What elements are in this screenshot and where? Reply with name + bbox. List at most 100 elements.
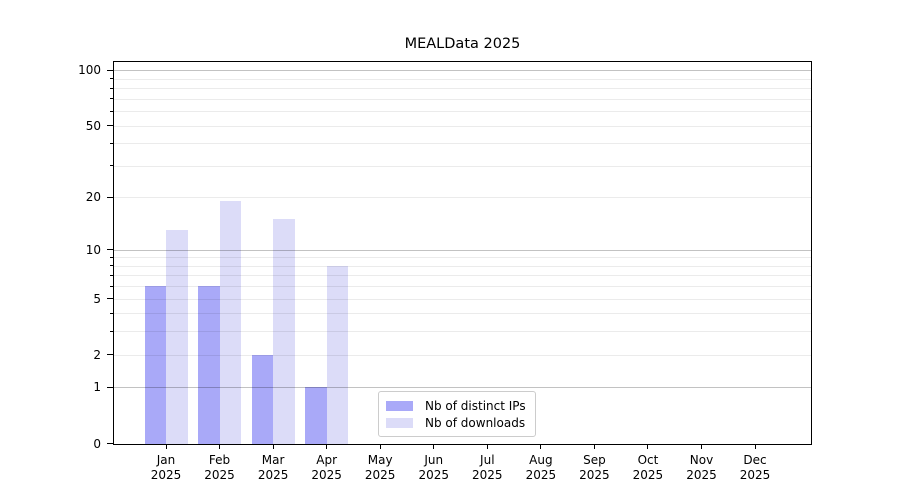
x-tick-month-nov: Nov [689,453,714,467]
chart-title: MEALData 2025 [404,36,521,52]
y-tick-label-1: 1 [93,380,101,395]
legend-entry-nb-of-distinct-ips: Nb of distinct IPs [386,397,526,414]
y-minor-tick-80 [109,87,113,89]
x-tick-dec [754,445,756,449]
x-tick-month-oct: Oct [637,453,659,467]
x-tick-month-jul: Jul [480,453,495,467]
y-minor-tick-4 [109,312,113,314]
y-tick-label-100: 100 [78,63,101,78]
gridline-minor-7 [114,275,811,277]
bar-nb-of-distinct-ips-mar [251,354,274,444]
y-tick-label-0: 0 [93,436,101,451]
x-tick-label-sep: Sep 2025 [566,453,622,483]
gridline-minor-40 [114,143,811,145]
gridline-minor-30 [114,165,811,167]
y-minor-tick-90 [109,78,113,80]
gridline-minor-50 [114,125,811,127]
x-tick-month-feb: Feb [208,453,231,467]
plot-area [113,61,812,445]
y-minor-tick-7 [109,274,113,276]
gridline-minor-3 [114,331,811,333]
y-tick-1 [107,386,113,388]
legend: Nb of distinct IPs Nb of downloads [378,391,536,437]
x-tick-month-aug: Aug [529,453,553,467]
bar-nb-of-downloads-mar [273,219,295,444]
bar-nb-of-distinct-ips-feb [198,286,220,444]
x-tick-jul [486,445,488,449]
x-tick-label-jul: Jul 2025 [459,453,515,483]
y-minor-tick-70 [109,98,113,100]
x-tick-label-oct: Oct 2025 [620,453,676,483]
gridline-major-100 [114,70,811,72]
x-tick-label-feb: Feb 2025 [192,453,248,483]
x-tick-year-nov: 2025 [686,468,717,482]
y-minor-tick-9 [109,256,113,258]
x-tick-month-mar: Mar [261,453,285,467]
y-tick-2 [107,354,113,356]
y-tick-label-5: 5 [93,291,101,306]
legend-entry-nb-of-downloads: Nb of downloads [386,414,526,431]
y-minor-tick-30 [109,165,113,167]
x-tick-label-dec: Dec 2025 [727,453,783,483]
x-tick-apr [326,445,328,449]
y-minor-tick-3 [109,330,113,332]
gridline-major-1 [114,387,811,389]
x-tick-year-jul: 2025 [472,468,503,482]
y-minor-tick-60 [109,110,113,112]
x-tick-jan [165,445,167,449]
gridline-minor-6 [114,286,811,288]
x-tick-mar [272,445,274,449]
x-tick-year-oct: 2025 [632,468,664,482]
x-tick-year-sep: 2025 [579,468,610,482]
x-tick-label-nov: Nov 2025 [674,453,730,483]
x-tick-month-jun: Jun [424,453,444,467]
y-tick-5 [107,298,113,300]
y-tick-100 [107,69,113,71]
x-tick-jun [433,445,435,449]
x-tick-year-feb: 2025 [204,468,235,482]
x-tick-year-dec: 2025 [739,468,771,482]
x-tick-month-dec: Dec [743,453,767,467]
gridline-minor-90 [114,78,811,80]
y-tick-label-20: 20 [85,190,101,205]
y-tick-label-10: 10 [85,242,101,257]
x-tick-label-may: May 2025 [352,453,408,483]
y-tick-label-2: 2 [93,347,101,362]
gridline-major-10 [114,249,811,251]
y-minor-tick-6 [109,285,113,287]
x-tick-month-sep: Sep [583,453,606,467]
x-tick-month-apr: Apr [316,453,338,467]
bar-nb-of-downloads-feb [219,201,242,444]
y-minor-tick-8 [109,265,113,267]
gridline-minor-9 [114,257,811,259]
gridline-minor-20 [114,197,811,199]
x-tick-aug [540,445,542,449]
y-tick-10 [107,249,113,251]
gridline-minor-5 [114,298,811,300]
x-tick-label-jun: Jun 2025 [406,453,462,483]
x-tick-year-aug: 2025 [525,468,557,482]
x-tick-year-jun: 2025 [418,468,450,482]
legend-swatch-nb-of-downloads [386,417,413,428]
x-tick-nov [701,445,702,449]
x-tick-feb [219,445,221,449]
gridline-minor-2 [114,354,811,356]
x-tick-year-may: 2025 [364,468,396,482]
bar-nb-of-distinct-ips-jan [144,286,166,444]
y-tick-50 [107,125,113,127]
x-tick-label-aug: Aug 2025 [513,453,569,483]
x-tick-label-jan: Jan 2025 [138,453,194,483]
x-tick-may [379,445,381,449]
legend-label-nb-of-distinct-ips: Nb of distinct IPs [425,398,526,413]
x-tick-year-jan: 2025 [150,468,182,482]
y-tick-label-50: 50 [85,118,101,133]
bar-nb-of-distinct-ips-apr [305,387,327,444]
gridline-minor-70 [114,98,811,100]
y-minor-tick-40 [109,142,113,144]
gridline-minor-80 [114,88,811,90]
gridline-minor-8 [114,265,811,267]
gridline-minor-60 [114,111,811,113]
x-tick-year-apr: 2025 [311,468,342,482]
x-tick-oct [647,445,649,449]
